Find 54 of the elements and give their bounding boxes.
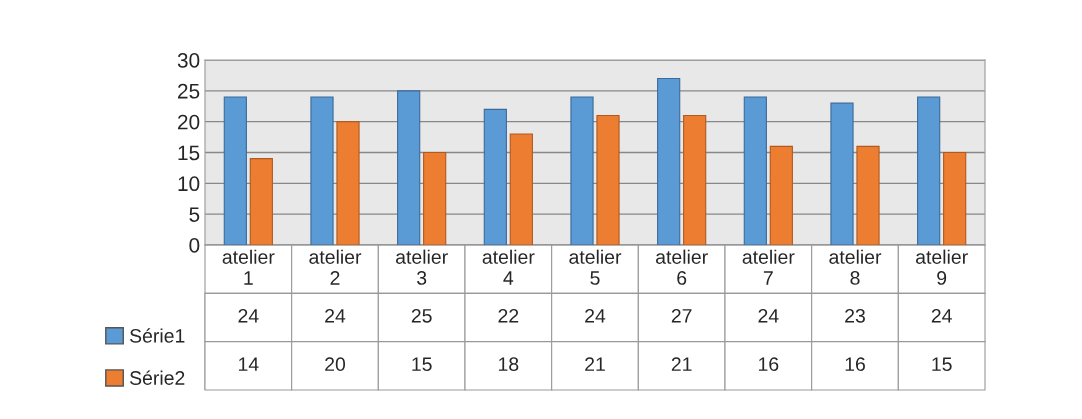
data-label: 27 xyxy=(671,308,692,323)
x-tick-label: atelier 6 xyxy=(656,249,708,285)
bar xyxy=(769,145,793,245)
bar xyxy=(683,114,707,245)
x-tick-label: atelier 3 xyxy=(396,249,448,285)
x-tick-label: atelier 9 xyxy=(916,249,968,285)
x-tick-label: atelier 4 xyxy=(482,249,535,285)
y-tick-label: 30 xyxy=(177,53,200,68)
x-tick-label: atelier 5 xyxy=(569,249,622,285)
bar xyxy=(223,96,247,245)
y-tick-label: 20 xyxy=(178,114,200,130)
bar xyxy=(596,114,620,245)
x-tick-label: atelier 7 xyxy=(742,249,795,285)
data-label: 24 xyxy=(585,308,606,323)
y-tick-label: 0 xyxy=(189,238,200,253)
data-label: 23 xyxy=(845,308,865,323)
bar xyxy=(397,90,421,245)
bar xyxy=(570,96,594,245)
bar xyxy=(249,158,273,245)
bar xyxy=(423,151,447,245)
data-label: 24 xyxy=(325,308,346,323)
data-label: 21 xyxy=(671,357,692,371)
data-label: 24 xyxy=(758,308,779,323)
data-label: 21 xyxy=(585,357,605,371)
data-label: 24 xyxy=(931,308,952,323)
data-label: 20 xyxy=(325,357,346,372)
data-label: 22 xyxy=(498,308,519,323)
bar xyxy=(657,77,681,245)
bar xyxy=(310,96,334,245)
bar xyxy=(483,108,507,245)
data-label: 16 xyxy=(845,357,865,372)
data-label: 15 xyxy=(412,357,432,372)
data-label: 15 xyxy=(932,357,952,372)
data-label: 14 xyxy=(239,357,259,371)
bar xyxy=(830,102,854,245)
y-tick-label: 5 xyxy=(189,207,200,222)
legend-label: Série1 xyxy=(130,328,185,343)
y-tick-label: 15 xyxy=(178,145,200,161)
data-label: 25 xyxy=(411,308,432,323)
bar xyxy=(943,151,967,245)
x-tick-label: atelier 1 xyxy=(222,249,275,285)
data-label: 24 xyxy=(238,308,259,323)
x-tick-label: atelier 2 xyxy=(309,249,362,285)
bar xyxy=(743,96,767,245)
y-tick-label: 25 xyxy=(178,83,200,99)
bar xyxy=(917,96,941,245)
bar xyxy=(336,121,360,245)
bar xyxy=(856,145,880,245)
bar xyxy=(509,133,533,245)
data-label: 18 xyxy=(499,357,519,372)
x-tick-label: atelier 8 xyxy=(829,249,882,285)
y-tick-label: 10 xyxy=(178,176,200,192)
data-label: 16 xyxy=(759,357,779,372)
legend-label: Série2 xyxy=(130,370,185,385)
